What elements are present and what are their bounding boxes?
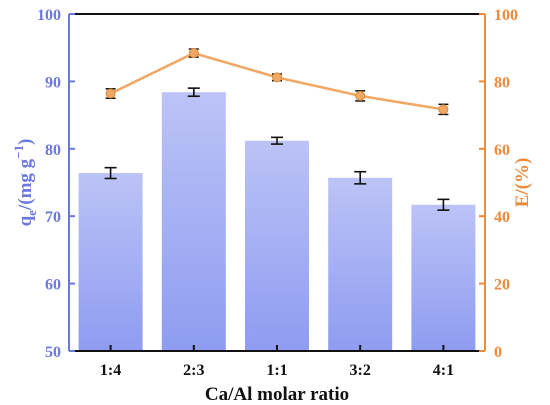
- x-tick-label: 2:3: [183, 362, 204, 379]
- left-tick-label: 90: [45, 74, 61, 91]
- bar-5: [411, 204, 476, 351]
- bar-error-3: [271, 136, 283, 145]
- x-axis-title: Ca/Al molar ratio: [205, 384, 349, 405]
- left-tick-label: 60: [45, 277, 61, 294]
- x-tick-label: 1:1: [266, 362, 287, 379]
- bar-error-5: [437, 198, 450, 211]
- bar-error-4: [354, 170, 367, 185]
- left-tick-label: 50: [45, 344, 61, 361]
- left-axis-title: qe/(mg g−1): [11, 139, 39, 227]
- right-tick-label: 80: [494, 74, 510, 91]
- left-tick-label: 80: [45, 142, 61, 159]
- right-axis-title: E/(%): [512, 158, 533, 208]
- right-tick-label: 0: [494, 344, 502, 361]
- x-tick-label: 3:2: [350, 362, 371, 379]
- x-tick-label: 4:1: [433, 362, 454, 379]
- line-point-5: [438, 103, 449, 116]
- left-tick-label: 100: [37, 7, 61, 24]
- bar-4: [328, 177, 393, 351]
- bar-1: [78, 173, 143, 351]
- line-point-3: [272, 72, 282, 83]
- bar-2: [161, 92, 226, 352]
- right-tick-label: 100: [494, 7, 518, 24]
- left-tick-label: 70: [45, 209, 61, 226]
- right-tick-label: 40: [494, 209, 510, 226]
- line-point-1: [105, 88, 116, 99]
- right-tick-label: 20: [494, 277, 510, 294]
- bar-error-1: [104, 166, 117, 180]
- right-tick-label: 60: [494, 142, 510, 159]
- line-point-4: [355, 90, 366, 102]
- bar-error-2: [187, 87, 200, 98]
- bar-3: [245, 140, 309, 351]
- x-tick-label: 1:4: [100, 362, 121, 379]
- line-point-2: [188, 48, 199, 59]
